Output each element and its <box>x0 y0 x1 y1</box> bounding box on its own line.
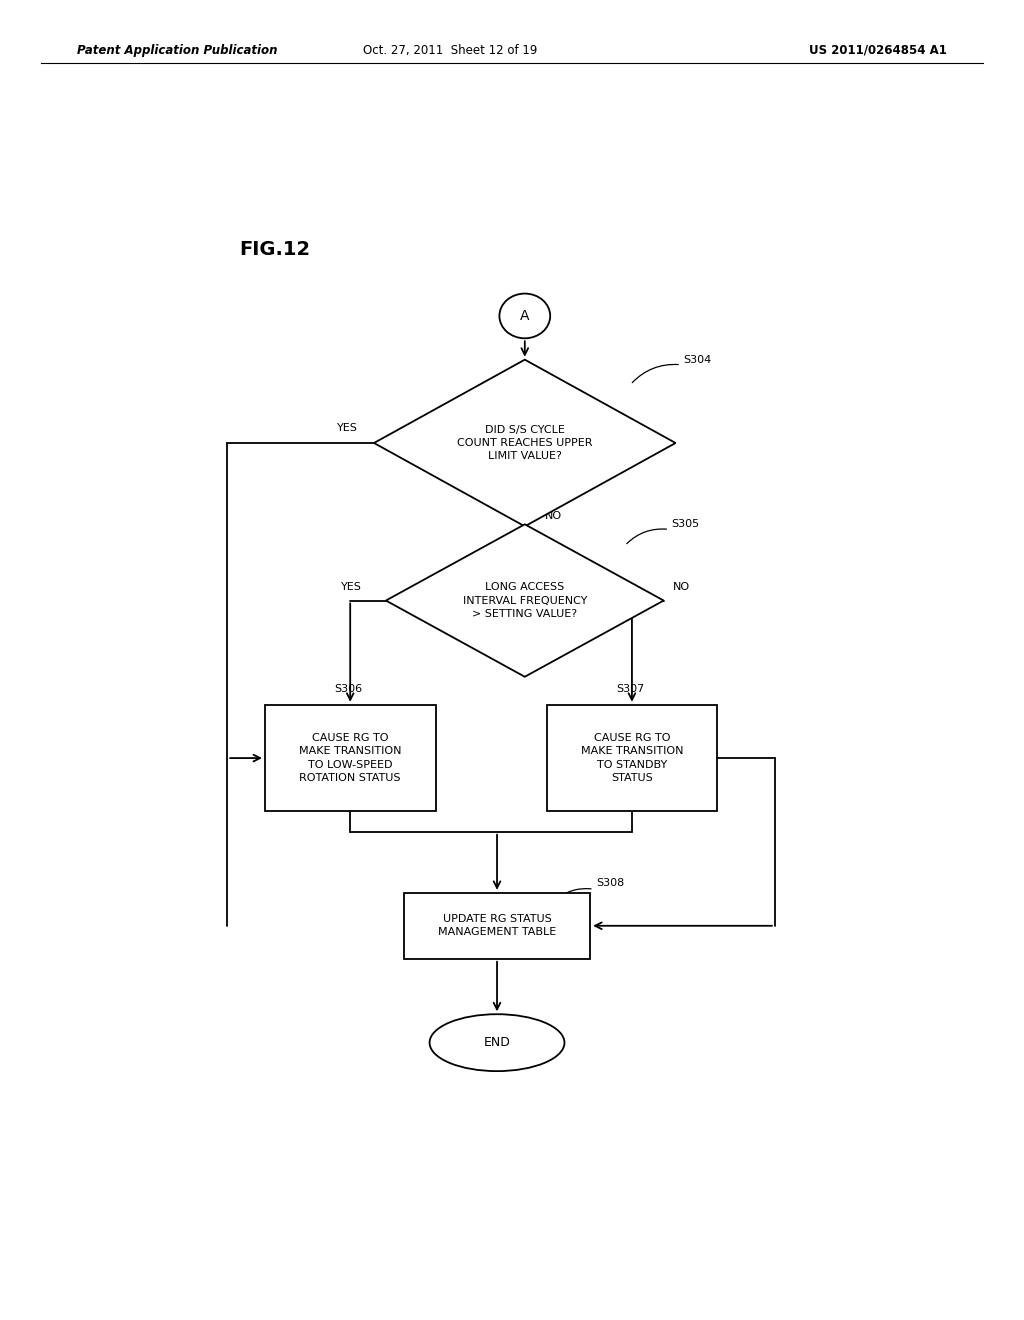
Text: A: A <box>520 309 529 323</box>
Bar <box>547 705 717 812</box>
Text: CAUSE RG TO
MAKE TRANSITION
TO STANDBY
STATUS: CAUSE RG TO MAKE TRANSITION TO STANDBY S… <box>581 734 683 783</box>
Text: S304: S304 <box>684 355 712 364</box>
Ellipse shape <box>500 293 550 338</box>
Bar <box>265 705 435 812</box>
Polygon shape <box>374 359 676 527</box>
Text: S307: S307 <box>616 684 644 694</box>
Text: DID S/S CYCLE
COUNT REACHES UPPER
LIMIT VALUE?: DID S/S CYCLE COUNT REACHES UPPER LIMIT … <box>457 425 593 461</box>
Text: YES: YES <box>337 422 358 433</box>
Text: UPDATE RG STATUS
MANAGEMENT TABLE: UPDATE RG STATUS MANAGEMENT TABLE <box>438 915 556 937</box>
Text: NO: NO <box>673 582 689 593</box>
Text: NO: NO <box>545 511 562 521</box>
Text: US 2011/0264854 A1: US 2011/0264854 A1 <box>809 44 947 57</box>
Ellipse shape <box>430 1014 564 1071</box>
Bar <box>403 892 590 958</box>
Text: FIG.12: FIG.12 <box>240 240 310 259</box>
Text: YES: YES <box>341 582 362 593</box>
Text: LONG ACCESS
INTERVAL FREQUENCY
> SETTING VALUE?: LONG ACCESS INTERVAL FREQUENCY > SETTING… <box>463 582 587 619</box>
Text: S306: S306 <box>334 684 362 694</box>
Text: Patent Application Publication: Patent Application Publication <box>77 44 278 57</box>
Text: Oct. 27, 2011  Sheet 12 of 19: Oct. 27, 2011 Sheet 12 of 19 <box>364 44 538 57</box>
Text: END: END <box>483 1036 510 1049</box>
Polygon shape <box>386 524 664 677</box>
Text: CAUSE RG TO
MAKE TRANSITION
TO LOW-SPEED
ROTATION STATUS: CAUSE RG TO MAKE TRANSITION TO LOW-SPEED… <box>299 734 401 783</box>
Text: S308: S308 <box>596 878 625 888</box>
Text: S305: S305 <box>672 519 699 529</box>
